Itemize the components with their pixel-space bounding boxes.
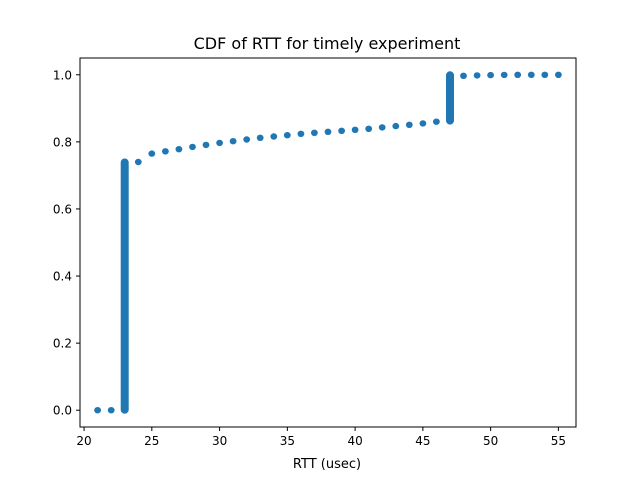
data-point [189, 143, 196, 151]
data-point [283, 132, 291, 139]
data-point [134, 158, 142, 166]
data-point [473, 72, 481, 79]
data-point [433, 118, 440, 125]
data-point [405, 121, 413, 128]
data-point [500, 71, 508, 79]
x-tick-label: 55 [551, 434, 566, 448]
data-point [487, 71, 494, 79]
data-point [202, 141, 210, 149]
data-point [229, 138, 237, 145]
y-tick-label: 0.6 [53, 202, 72, 216]
data-point [446, 71, 454, 79]
data-point [446, 117, 454, 125]
data-point [297, 130, 305, 137]
data-point [541, 71, 549, 79]
data-point [527, 71, 535, 79]
x-tick-label: 50 [483, 434, 498, 448]
chart-title: CDF of RTT for timely experiment [194, 34, 461, 53]
x-tick-label: 35 [280, 434, 295, 448]
x-tick-label: 40 [347, 434, 362, 448]
data-point [392, 122, 400, 130]
data-point [175, 146, 183, 153]
data-point [419, 120, 427, 127]
data-point [216, 139, 224, 147]
y-tick-label: 1.0 [53, 68, 72, 82]
data-point [365, 125, 373, 132]
data-point [121, 158, 129, 166]
plot-frame [79, 57, 577, 428]
data-point [460, 72, 467, 80]
x-tick-label: 25 [144, 434, 159, 448]
y-tick-label: 0.8 [53, 135, 72, 149]
data-point [270, 133, 278, 140]
data-point [107, 407, 115, 414]
data-point [243, 136, 251, 143]
data-point [338, 127, 345, 134]
data-point [94, 407, 101, 414]
data-point [378, 124, 386, 131]
marks-layer [94, 71, 562, 414]
data-point [162, 148, 169, 155]
data-run-x23 [120, 158, 129, 414]
x-tick-label: 45 [415, 434, 430, 448]
y-tick-label: 0.2 [53, 337, 72, 351]
x-axis-label: RTT (usec) [293, 457, 361, 472]
y-tick-label: 0.4 [53, 270, 72, 284]
data-point [514, 71, 522, 79]
data-point [555, 71, 562, 79]
data-point [256, 134, 264, 141]
data-point [311, 129, 318, 136]
data-point [121, 407, 129, 414]
data-point [324, 128, 332, 135]
x-tick-label: 20 [76, 434, 91, 448]
data-point [351, 126, 359, 133]
data-run-x47 [446, 71, 454, 125]
y-tick-label: 0.0 [53, 404, 72, 418]
data-point [148, 150, 156, 157]
axes-layer: 20 25 30 35 40 45 50 55 0.0 0.2 0.4 0.6 0.8 1.0 [53, 68, 566, 448]
x-tick-label: 30 [212, 434, 227, 448]
